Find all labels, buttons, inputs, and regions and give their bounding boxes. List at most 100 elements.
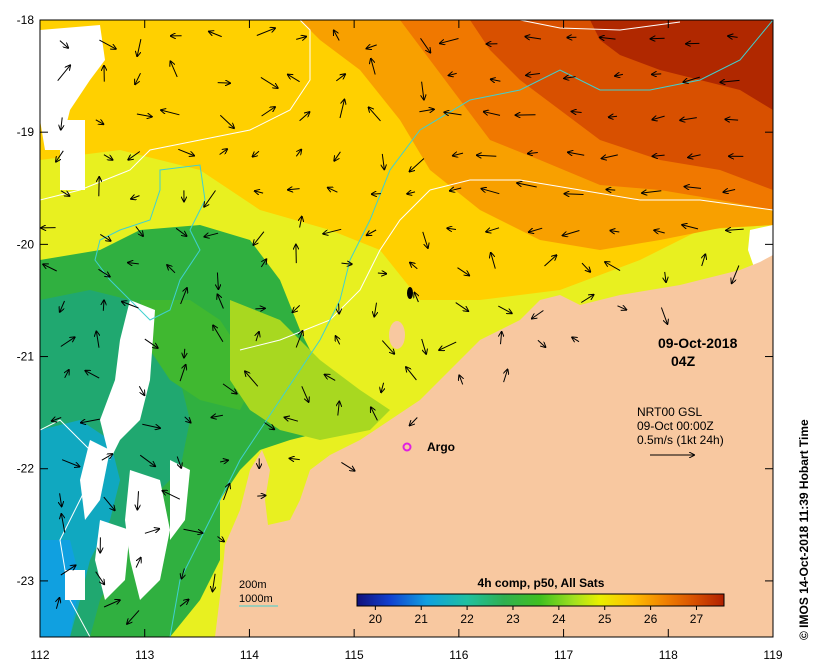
current-vector-icon xyxy=(43,264,57,272)
current-vector-icon xyxy=(136,114,152,117)
credit-text: © IMOS 14-Oct-2018 11:39 Hobart Time xyxy=(797,419,811,640)
current-vector-icon xyxy=(137,491,138,509)
colorbar-ticks: 20 21 22 23 24 25 26 27 xyxy=(369,606,704,626)
current-vector-icon xyxy=(135,226,143,236)
depth-legend-200m: 200m xyxy=(239,579,267,591)
current-vector-icon xyxy=(528,153,538,154)
current-vector-icon xyxy=(131,196,140,199)
current-vector-icon xyxy=(167,265,176,274)
current-vector-icon xyxy=(223,484,230,501)
current-vector-icon xyxy=(382,153,384,169)
current-vector-icon xyxy=(381,382,384,393)
plot-frame xyxy=(39,19,774,638)
lat-tick-label: -22 xyxy=(17,462,35,476)
current-vector-icon xyxy=(60,190,69,196)
lon-axis: 112 113 114 115 116 117 118 119 xyxy=(30,20,783,662)
current-vector-icon xyxy=(525,37,542,39)
current-vector-icon xyxy=(503,370,508,383)
current-vector-icon xyxy=(179,365,186,382)
current-vector-icon xyxy=(52,418,62,422)
lat-tick-label: -19 xyxy=(17,125,35,139)
current-vector-icon xyxy=(61,117,62,129)
lon-tick-label: 114 xyxy=(240,648,259,662)
current-vector-icon xyxy=(99,39,115,49)
current-vector-icon xyxy=(581,295,593,303)
current-vector-icon xyxy=(184,348,185,358)
current-vector-icon xyxy=(377,273,386,274)
current-vector-icon xyxy=(100,233,110,241)
current-vector-icon xyxy=(296,37,306,40)
current-vector-icon xyxy=(410,158,425,172)
current-vector-icon xyxy=(127,610,140,623)
current-vector-icon xyxy=(605,262,621,272)
current-vector-icon xyxy=(665,271,666,282)
current-vector-icon xyxy=(369,107,381,122)
land-mass xyxy=(215,255,773,637)
lon-tick-label: 118 xyxy=(659,648,678,662)
current-vector-icon xyxy=(61,459,79,467)
current-vector-icon xyxy=(444,112,462,115)
current-vector-icon xyxy=(565,194,584,195)
current-vector-icon xyxy=(410,263,418,270)
argo-marker-icon xyxy=(402,442,412,452)
current-vector-icon xyxy=(253,150,260,156)
current-vector-icon xyxy=(144,529,159,534)
current-vector-icon xyxy=(103,154,113,160)
current-vector-icon xyxy=(285,417,299,422)
colorbar-tick-label: 24 xyxy=(552,612,566,626)
current-vector-icon xyxy=(184,416,191,423)
argo-float-marker: Argo xyxy=(402,440,455,454)
current-vector-icon xyxy=(544,255,557,267)
current-vector-icon xyxy=(212,415,223,417)
current-vector-icon xyxy=(341,263,352,264)
current-vector-icon xyxy=(325,375,336,381)
lon-tick-label: 112 xyxy=(30,648,49,662)
current-vector-icon xyxy=(61,514,66,533)
lat-tick-label: -21 xyxy=(17,350,35,364)
current-vector-icon xyxy=(484,112,501,116)
current-vector-icon xyxy=(338,402,340,416)
current-vector-icon xyxy=(135,72,141,84)
current-vector-icon xyxy=(335,74,345,82)
current-vector-icon xyxy=(682,225,699,230)
current-vector-icon xyxy=(182,568,185,579)
current-vector-icon xyxy=(334,31,340,41)
current-vector-icon xyxy=(138,385,144,395)
current-vector-icon xyxy=(60,300,65,312)
current-vector-icon xyxy=(264,422,275,430)
lat-axis: -18 -19 -20 -21 -22 -23 xyxy=(17,13,773,588)
lon-tick-label: 113 xyxy=(135,648,154,662)
current-vector-icon xyxy=(217,83,230,84)
lat-tick-label: -20 xyxy=(17,237,35,251)
current-vector-icon xyxy=(725,119,739,120)
sst-field xyxy=(40,20,773,637)
current-vector-icon xyxy=(85,371,100,379)
current-vector-icon xyxy=(218,295,224,309)
current-vector-icon xyxy=(572,112,582,113)
colorbar-tick-label: 26 xyxy=(644,612,658,626)
current-vector-icon xyxy=(288,189,300,190)
current-vector-icon xyxy=(367,229,377,235)
current-vector-icon xyxy=(498,305,511,313)
lon-tick-label: 116 xyxy=(449,648,468,662)
current-vector-icon xyxy=(420,38,431,52)
lon-tick-label: 117 xyxy=(554,648,573,662)
current-vector-icon xyxy=(726,229,744,230)
current-vector-icon xyxy=(572,337,580,341)
current-vector-icon xyxy=(381,340,394,354)
colorbar-tick-label: 20 xyxy=(369,612,383,626)
current-vector-icon xyxy=(415,293,419,303)
current-vector-icon xyxy=(422,81,424,100)
current-vector-icon xyxy=(486,227,500,232)
current-vector-icon xyxy=(255,308,264,309)
current-vector-icon xyxy=(440,38,459,44)
current-vector-icon xyxy=(260,76,278,88)
current-vector-icon xyxy=(95,120,104,124)
current-vector-icon xyxy=(491,79,501,81)
colorbar-tick-label: 27 xyxy=(690,612,704,626)
current-vector-icon xyxy=(581,262,590,272)
current-vector-icon xyxy=(56,598,59,609)
current-vector-icon xyxy=(175,227,186,236)
current-vector-icon xyxy=(609,116,618,117)
